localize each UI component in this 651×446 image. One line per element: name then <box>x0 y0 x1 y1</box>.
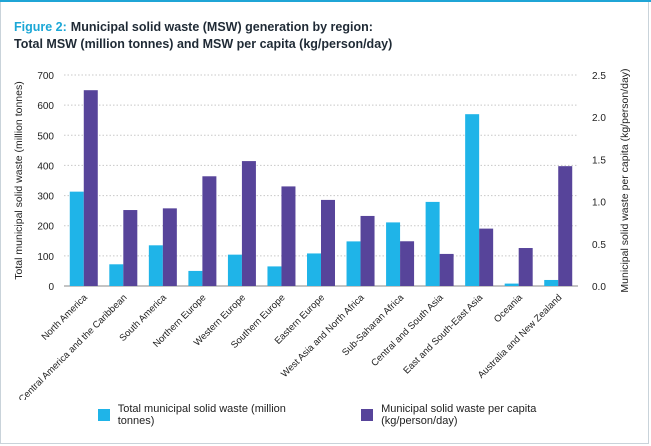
x-tick-label: East and South-East Asia <box>401 292 485 376</box>
bar-per-capita <box>321 199 335 286</box>
bar-per-capita <box>83 90 98 286</box>
bar-per-capita <box>241 161 256 286</box>
title-line-1: Municipal solid waste (MSW) generation b… <box>70 20 373 34</box>
y-tick-label-right: 0.0 <box>592 282 606 293</box>
bar-per-capita <box>518 248 533 286</box>
bar-per-capita <box>558 166 573 286</box>
y-tick-label-right: 1.5 <box>592 155 606 166</box>
legend-item-per-capita: Municipal solid waste per capita (kg/per… <box>361 403 611 427</box>
bar-total <box>504 283 519 286</box>
bar-total <box>307 253 321 286</box>
legend-swatch-per-capita <box>361 409 374 421</box>
legend-swatch-total <box>98 409 110 421</box>
y-tick-label-left: 300 <box>37 192 54 203</box>
bar-total <box>227 254 242 286</box>
legend-label-total: Total municipal solid waste (million ton… <box>117 403 286 427</box>
bar-total <box>148 245 163 286</box>
y-tick-label-right: 2.0 <box>592 113 606 124</box>
figure-label: Figure 2: <box>14 20 67 34</box>
bar-per-capita <box>479 228 494 286</box>
y-tick-label-left: 500 <box>37 131 54 142</box>
bar-total <box>267 266 282 286</box>
legend-label-per-capita: Municipal solid waste per capita (kg/per… <box>381 403 537 427</box>
bar-per-capita <box>400 241 415 286</box>
y-tick-label-left: 400 <box>37 161 54 172</box>
legend: Total municipal solid waste (million ton… <box>98 403 651 427</box>
bar-per-capita <box>202 176 217 286</box>
y-tick-label-left: 700 <box>37 71 54 82</box>
bar-per-capita <box>162 208 177 286</box>
title-line-2: Total MSW (million tonnes) and MSW per c… <box>14 37 393 51</box>
figure-title: Figure 2: Municipal solid waste (MSW) gen… <box>14 19 392 53</box>
top-accent-line <box>0 0 651 2</box>
y-tick-label-left: 0 <box>48 282 54 293</box>
bar-total <box>465 114 480 286</box>
bar-total <box>69 191 84 286</box>
bar-total <box>109 264 124 286</box>
bar-per-capita <box>439 253 454 286</box>
y-tick-label-right: 0.5 <box>592 240 606 251</box>
x-tick-label: Australia and New Zealand <box>476 292 564 380</box>
y-tick-label-left: 200 <box>37 222 54 233</box>
bar-total <box>544 279 559 286</box>
bar-chart: 0 100 200 300 400 500 600 700 0.0 0.5 1.0 1.5 2.0 2.5… <box>13 68 631 400</box>
bar-per-capita <box>281 186 296 286</box>
bar-per-capita <box>360 215 375 286</box>
y-axis-title-left: Total municipal solid waste (million ton… <box>13 81 25 279</box>
x-tick-label: Central and South Asia <box>369 292 446 369</box>
bar-total <box>188 270 203 286</box>
y-tick-label-right: 2.5 <box>592 71 606 82</box>
y-axis-title-right: Municipal solid waste per capita (kg/per… <box>619 68 631 292</box>
bar-per-capita <box>123 210 138 286</box>
y-tick-label-left: 600 <box>37 101 54 112</box>
bar-total <box>386 222 401 286</box>
legend-item-total: Total municipal solid waste (million ton… <box>98 403 321 427</box>
y-tick-label-left: 100 <box>37 252 54 263</box>
x-tick-label: Oceania <box>492 292 525 325</box>
bar-total <box>425 201 440 286</box>
bar-total <box>346 241 361 286</box>
y-tick-label-right: 1.0 <box>592 198 606 209</box>
